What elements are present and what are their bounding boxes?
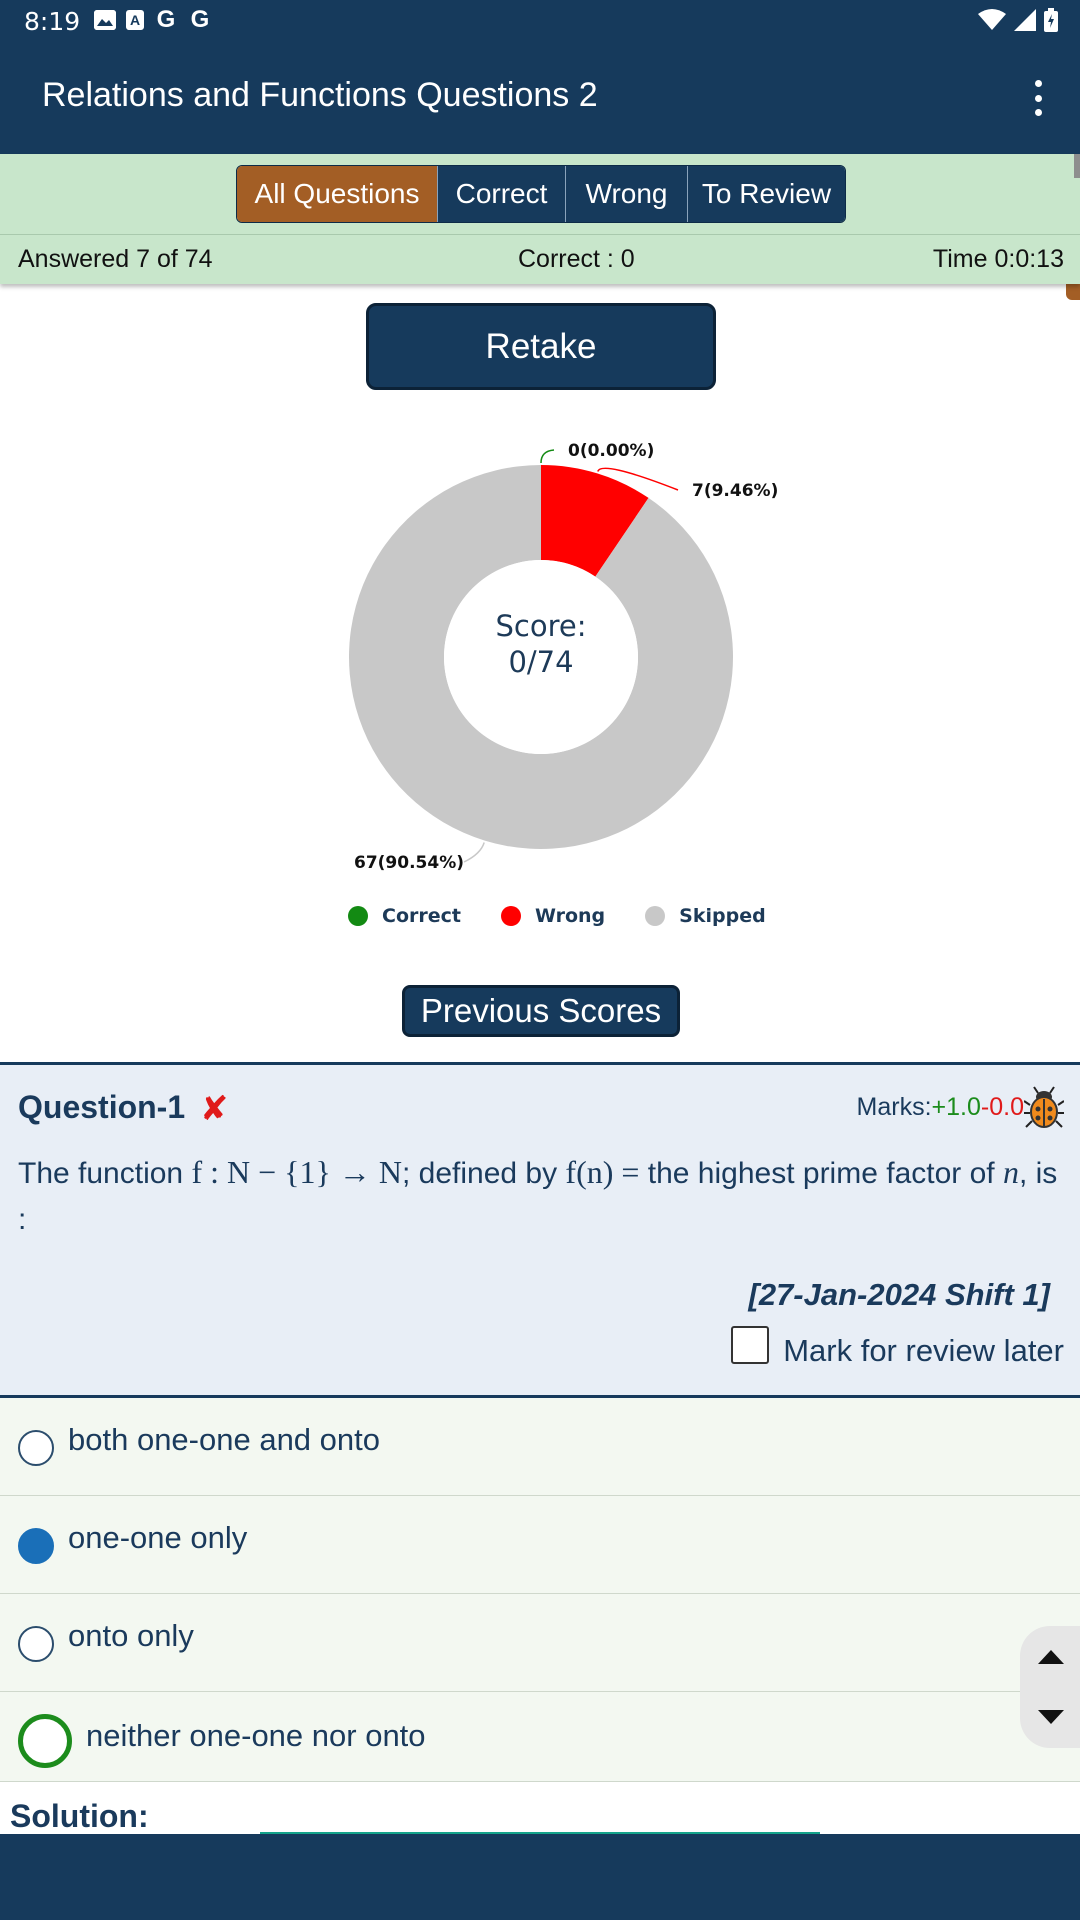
- legend-item-wrong[interactable]: Wrong: [500, 905, 606, 927]
- bug-report-icon[interactable]: [1024, 1085, 1064, 1129]
- question-source: [27-Jan-2024 Shift 1]: [748, 1277, 1051, 1312]
- legend-dot-skipped: [645, 906, 666, 926]
- question-text-mid: ; defined by: [401, 1157, 566, 1190]
- question-marks: Marks:+1.0-0.0: [857, 1093, 1024, 1122]
- slice-label-skipped: 67(90.54%): [354, 853, 464, 873]
- option-4[interactable]: neither one-one nor onto: [0, 1692, 1080, 1782]
- solution-heading: Solution:: [10, 1798, 149, 1834]
- question-math-1: f : N − {1} → N: [191, 1154, 402, 1190]
- option-radio[interactable]: [18, 1430, 54, 1466]
- elapsed-time: Time 0:0:13: [932, 245, 1064, 273]
- question-math-var: n: [1002, 1154, 1019, 1190]
- question-card: Question-1 ✘ Marks:+1.0-0.0 The function…: [0, 1062, 1080, 1398]
- answered-count: Answered 7 of 74: [18, 245, 213, 273]
- previous-scores-button[interactable]: Previous Scores: [402, 985, 680, 1037]
- app-bar: Relations and Functions Questions 2: [0, 42, 1080, 154]
- chart-center-label-line1: Score:: [496, 609, 587, 643]
- option-2[interactable]: one-one only: [0, 1496, 1080, 1594]
- scroll-up-icon[interactable]: [1038, 1650, 1064, 1664]
- notification-icons: A G G: [94, 6, 212, 33]
- legend-label-correct: Correct: [382, 905, 461, 927]
- question-filter-tabs: All Questions Correct Wrong To Review: [236, 165, 846, 223]
- score-donut-chart: Score: 0/74 0(0.00%) 7(9.46%) 67(90.54%): [348, 441, 778, 873]
- retake-button[interactable]: Retake: [366, 303, 716, 390]
- question-math-2: f(n) =: [565, 1154, 640, 1190]
- option-radio-correct-answer[interactable]: [18, 1714, 72, 1768]
- leader-line-skipped: [463, 842, 485, 863]
- review-checkbox[interactable]: [731, 1326, 770, 1364]
- side-tab-handle[interactable]: [1066, 284, 1080, 300]
- legend-item-skipped[interactable]: Skipped: [645, 905, 766, 927]
- battery-icon: [1044, 8, 1058, 32]
- option-radio-selected[interactable]: [18, 1528, 54, 1564]
- leader-line-correct: [540, 449, 555, 464]
- tab-all-questions[interactable]: All Questions: [237, 166, 437, 222]
- legend-label-skipped: Skipped: [679, 905, 766, 927]
- wifi-icon: [978, 9, 1006, 30]
- status-time: 8:19: [24, 7, 81, 36]
- scroll-controls: [1020, 1626, 1080, 1748]
- legend-item-correct[interactable]: Correct: [348, 905, 461, 927]
- bottom-bar: [0, 1834, 1080, 1920]
- marks-plus: +1.0: [931, 1093, 981, 1121]
- question-title: Question-1: [18, 1089, 186, 1125]
- option-radio[interactable]: [18, 1626, 54, 1662]
- google-icon-2: G: [190, 6, 210, 33]
- option-label: onto only: [68, 1618, 194, 1653]
- option-label: neither one-one nor onto: [86, 1718, 426, 1753]
- slice-skipped[interactable]: [348, 465, 733, 849]
- legend-dot-correct: [348, 906, 368, 926]
- signal-icon: [1014, 9, 1036, 31]
- summary-row: Answered 7 of 74 Correct : 0 Time 0:0:13: [0, 234, 1080, 280]
- scrollbar-thumb[interactable]: [1074, 154, 1080, 178]
- image-icon: [94, 10, 116, 30]
- mark-for-review[interactable]: Mark for review later: [731, 1326, 1064, 1369]
- slice-wrong[interactable]: [541, 465, 649, 577]
- donut-hole: [444, 560, 638, 754]
- question-text-intro: The function: [18, 1157, 192, 1190]
- tab-wrong[interactable]: Wrong: [565, 166, 687, 222]
- tab-to-review[interactable]: To Review: [687, 166, 845, 222]
- option-3[interactable]: onto only: [0, 1594, 1080, 1692]
- google-icon: G: [156, 6, 176, 33]
- scroll-down-icon[interactable]: [1038, 1710, 1064, 1724]
- answer-options: both one-one and onto one-one only onto …: [0, 1398, 1080, 1782]
- marks-minus: -0.0: [980, 1093, 1024, 1121]
- text-a-icon: A: [126, 10, 144, 30]
- question-text-after: the highest prime factor of: [639, 1157, 1003, 1190]
- slice-label-correct: 0(0.00%): [568, 441, 654, 461]
- slice-label-wrong: 7(9.46%): [692, 481, 778, 501]
- progress-line: [260, 1832, 820, 1835]
- page-title: Relations and Functions Questions 2: [42, 76, 598, 114]
- status-bar: 8:19 A G G: [0, 0, 1080, 42]
- filter-panel: All Questions Correct Wrong To Review An…: [0, 154, 1080, 284]
- legend-dot-wrong: [500, 906, 521, 926]
- chart-legend: Correct Wrong Skipped: [348, 905, 806, 927]
- legend-label-wrong: Wrong: [534, 905, 606, 927]
- correct-count: Correct : 0: [518, 245, 635, 273]
- review-label: Mark for review later: [783, 1333, 1064, 1368]
- option-1[interactable]: both one-one and onto: [0, 1398, 1080, 1496]
- system-icons: [978, 8, 1058, 32]
- overflow-menu-icon[interactable]: [1032, 80, 1044, 116]
- wrong-mark-icon: ✘: [200, 1090, 229, 1128]
- marks-prefix: Marks:: [856, 1093, 932, 1121]
- leader-line-wrong: [597, 467, 679, 491]
- tab-correct[interactable]: Correct: [437, 166, 565, 222]
- chart-center-label-line2: 0/74: [508, 645, 573, 679]
- option-label: both one-one and onto: [68, 1422, 380, 1457]
- question-text-end: , is :: [18, 1157, 1058, 1236]
- option-label: one-one only: [68, 1520, 248, 1555]
- question-text: The function f : N − {1} → N; defined by…: [18, 1149, 1058, 1243]
